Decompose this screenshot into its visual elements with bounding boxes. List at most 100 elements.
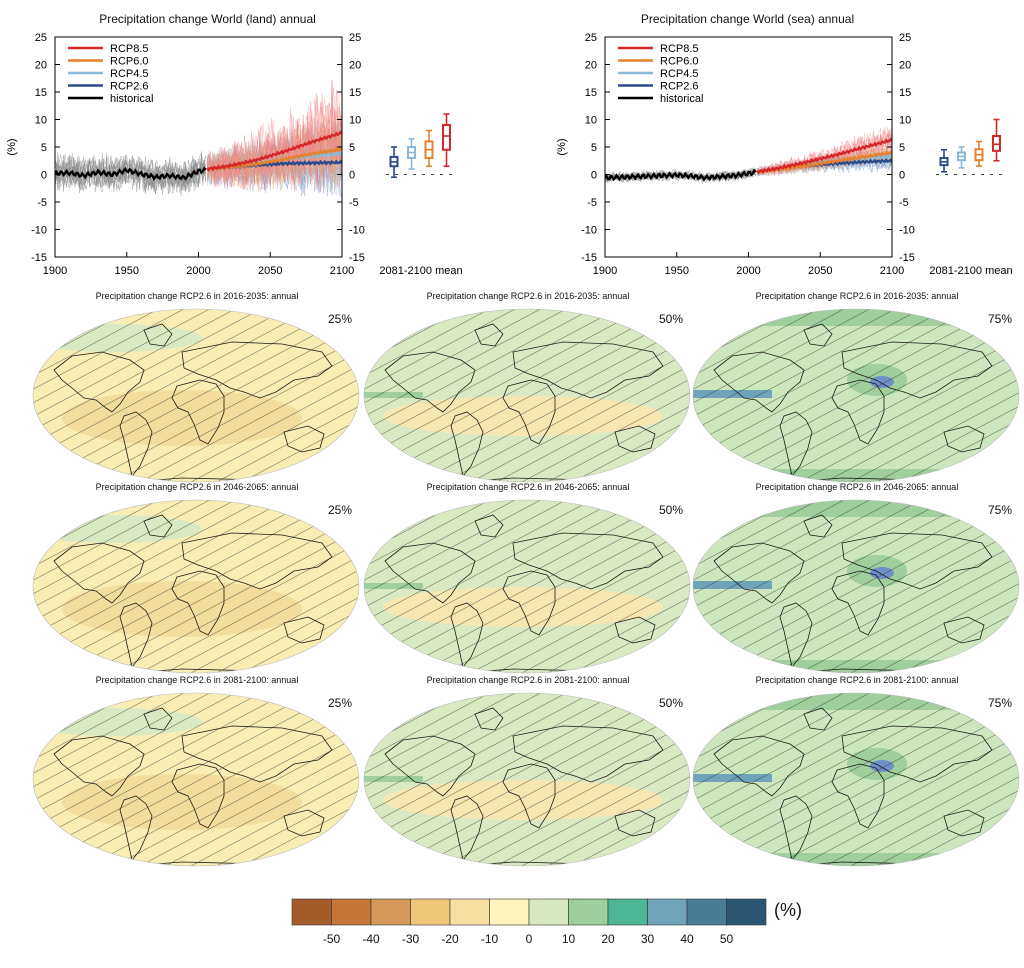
legend-label: RCP6.0 [110,56,149,68]
y-tick-label: -5 [899,197,909,209]
map-svg [32,692,360,867]
legend-label: historical [110,93,153,105]
percentile-label: 75% [988,312,1013,326]
map-title: Precipitation change RCP2.6 in 2081-2100… [426,675,630,685]
scenario-ensemble-line [206,80,342,187]
colorbar-swatch [489,898,530,926]
map-svg [363,308,691,483]
hatching [693,309,1019,482]
colorbar-label: 30 [640,932,655,946]
y-tick-label: 25 [349,32,361,44]
x-tick-label: 2000 [736,265,760,277]
series-line-RCP85 [206,130,342,172]
x-tick-label: 2050 [258,265,282,277]
map-title: Precipitation change RCP2.6 in 2046-2065… [95,482,299,492]
colorbar-label: 40 [680,932,694,946]
y-tick-label: 20 [585,60,597,72]
y-tick-label: 25 [35,32,47,44]
percentile-label: 25% [328,696,353,710]
y-tick-label: -15 [581,252,597,264]
map-svg [363,692,691,867]
y-tick-label: 15 [585,87,597,99]
legend-label: RCP2.6 [660,81,699,93]
y-tick-label: -5 [349,197,359,209]
legend-label: RCP4.5 [110,68,149,80]
colorbar-swatches [291,898,767,926]
percentile-label: 50% [659,503,684,517]
colorbar-swatch [370,898,411,926]
x-tick-label: 1900 [593,265,617,277]
legend-label: RCP2.6 [110,81,149,93]
y-tick-label: 5 [349,142,355,154]
y-tick-label: 0 [899,170,905,182]
map-svg [32,308,360,483]
hatching [693,500,1019,673]
y-tick-label: 0 [349,170,355,182]
series-line-historical [605,168,757,182]
y-tick-label: 20 [899,60,911,72]
colorbar-swatch [528,898,569,926]
map-title: Precipitation change RCP2.6 in 2081-2100… [755,675,959,685]
y-tick-label: -15 [31,252,47,264]
timeseries-title: Precipitation change World (land) annual [99,12,316,26]
boxplot-RCP60 [424,129,434,168]
colorbar-swatch [331,898,372,926]
y-tick-label: 0 [41,170,47,182]
timeseries-title: Precipitation change World (sea) annual [640,12,855,26]
boxplot-RCP45 [407,137,416,170]
colorbar-label: -30 [401,932,420,946]
x-tick-label: 1950 [665,265,689,277]
hatching [33,693,359,866]
percentile-label: 75% [988,503,1013,517]
map-outline [363,692,691,867]
series-line-historical [55,166,207,182]
y-tick-label: 15 [899,87,911,99]
hatching [364,500,690,673]
boxplot-RCP85 [992,118,1001,162]
legend-label: RCP8.5 [110,43,149,55]
x-tick-label: 2050 [808,265,832,277]
y-tick-label: 0 [591,170,597,182]
y-tick-label: 15 [35,87,47,99]
x-tick-label: 2100 [880,265,904,277]
legend-label: historical [660,93,703,105]
colorbar-swatch [568,898,609,926]
colorbar-label: 20 [601,932,615,946]
legend-label: RCP6.0 [660,56,699,68]
colorbar-swatch [607,898,648,926]
map-outline [692,308,1020,483]
colorbar-label: -20 [441,932,459,946]
percentile-label: 25% [328,503,353,517]
y-tick-label: 25 [899,32,911,44]
y-tick-label: 20 [349,60,361,72]
legend-label: RCP8.5 [660,43,699,55]
y-tick-label: 10 [35,115,47,127]
boxplot-RCP85 [442,113,451,168]
y-tick-label: 5 [899,142,905,154]
boxplot-RCP60 [974,140,984,168]
y-tick-label: 20 [35,60,47,72]
y-tick-label: -10 [581,225,597,237]
colorbar-swatch [726,898,767,926]
x-tick-label: 2000 [186,265,210,277]
map-title: Precipitation change RCP2.6 in 2016-2035… [755,291,959,301]
map-title: Precipitation change RCP2.6 in 2016-2035… [426,291,630,301]
colorbar-label: 10 [561,932,576,946]
boxplot-RCP26 [939,148,949,173]
x-tick-label: 2100 [330,265,354,277]
colorbar-swatch [449,898,490,926]
y-tick-label: -10 [349,225,365,237]
legend-label: RCP4.5 [660,68,699,80]
y-tick-label: -15 [349,252,365,264]
colorbar-swatch [686,898,727,926]
percentile-label: 50% [659,696,684,710]
colorbar-swatch [410,898,451,926]
series-line-RCP85 [756,137,892,175]
hatching [364,693,690,866]
colorbar-label: -40 [362,932,380,946]
hatching [33,500,359,673]
boxplot-RCP26 [389,146,399,179]
percentile-label: 50% [659,312,684,326]
historical-ensemble-line [55,154,206,192]
y-tick-label: -10 [31,225,47,237]
